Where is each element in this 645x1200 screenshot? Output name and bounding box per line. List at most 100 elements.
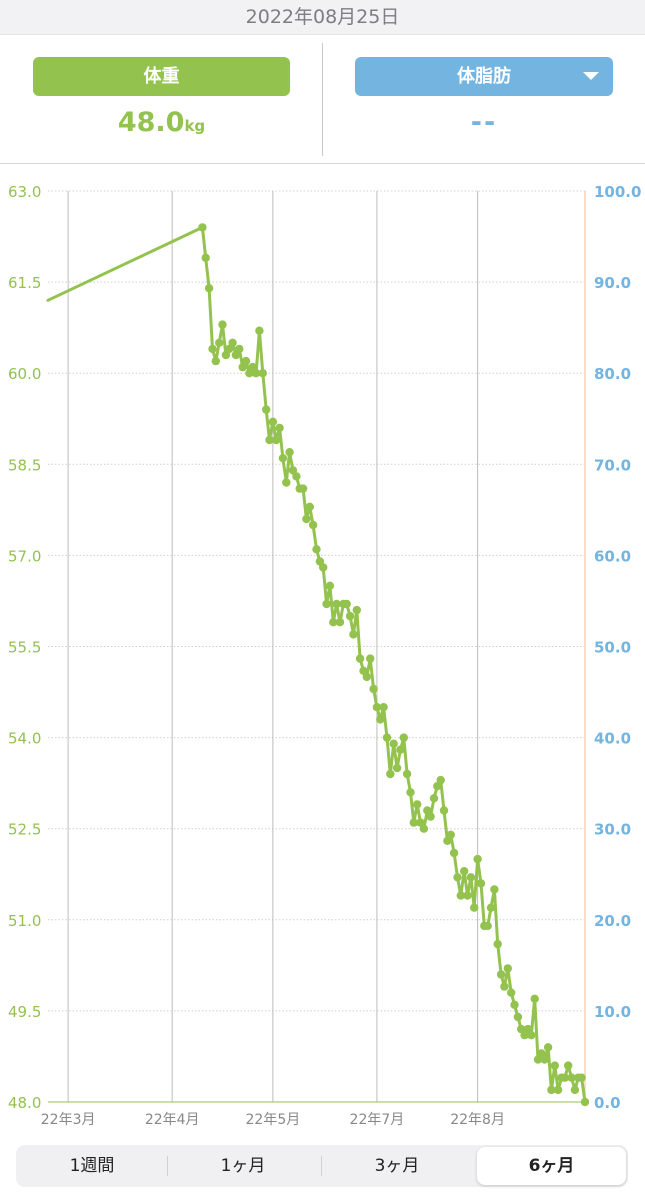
weight-button[interactable]: 体重 [33, 57, 290, 96]
weight-data-point [429, 794, 439, 803]
chart-points [198, 223, 590, 1107]
y-right-tick-label: 20.0 [594, 912, 631, 930]
y-right-tick-label: 70.0 [594, 456, 631, 474]
weight-data-point [449, 848, 459, 858]
weight-data-point [553, 1085, 563, 1095]
weight-data-point [426, 812, 435, 821]
weight-data-point [564, 1061, 573, 1070]
weight-data-point [272, 435, 281, 445]
weight-data-point [312, 545, 321, 554]
range-3-months[interactable]: 3ヶ月 [374, 1156, 420, 1176]
weight-data-point [218, 320, 227, 329]
chart-grid [48, 190, 585, 1102]
weight-data-point [503, 964, 512, 973]
weight-data-point [228, 338, 237, 347]
weight-data-point [285, 448, 294, 457]
range-6-months[interactable]: 6ヶ月 [477, 1147, 626, 1185]
range-1-month[interactable]: 1ヶ月 [220, 1156, 266, 1176]
weight-data-point [345, 611, 355, 621]
weight-data-point [402, 769, 412, 779]
weight-data-point [241, 356, 251, 366]
y-left-tick-label: 54.0 [8, 730, 41, 748]
weight-data-point [466, 873, 476, 882]
y-right-tick-label: 0.0 [594, 1094, 621, 1112]
weight-data-point [231, 350, 241, 360]
weight-data-point [262, 405, 271, 414]
chart-axes: 63.0 100.0 61.5 90.0 60.0 80.0 58.5 70.0 57.0 60.… [8, 183, 641, 1128]
weight-data-point [473, 854, 482, 864]
y-right-tick-label: 40.0 [594, 730, 631, 748]
weight-data-point [567, 1073, 576, 1082]
weight-data-point [463, 891, 472, 900]
weight-data-point [322, 599, 331, 609]
y-left-tick-label: 63.0 [8, 183, 41, 201]
weight-data-point [550, 1061, 559, 1070]
y-left-tick-label: 48.0 [8, 1094, 41, 1112]
weight-data-point [433, 782, 442, 791]
weight-data-point [335, 618, 345, 627]
range-1-week[interactable]: 1週間 [69, 1156, 115, 1176]
range-selector: 1週間 1ヶ月 3ヶ月 6ヶ月 [16, 1145, 628, 1187]
metrics-divider [322, 43, 323, 156]
weight-data-point [204, 284, 214, 293]
weight-data-point [419, 824, 429, 833]
weight-data-point [456, 891, 465, 900]
weight-data-point [379, 703, 388, 712]
y-left-tick-label: 55.5 [8, 639, 41, 657]
weight-data-point [490, 885, 499, 894]
weight-data-point [523, 1024, 533, 1034]
weight-data-point [325, 581, 335, 590]
weight-data-point [533, 1055, 543, 1064]
weight-data-point [302, 514, 311, 524]
y-left-tick-label: 58.5 [8, 456, 41, 474]
weight-data-point [446, 830, 455, 839]
weight-data-point [399, 733, 408, 742]
weight-data-point [560, 1073, 570, 1082]
weight-data-point [416, 818, 425, 827]
weight-data-point [543, 1043, 553, 1052]
y-right-tick-label: 60.0 [594, 547, 631, 565]
y-right-tick-label: 30.0 [594, 821, 631, 839]
weight-data-point [507, 988, 516, 997]
weight-data-point [453, 873, 462, 882]
x-tick-label: 22年4月 [145, 1112, 200, 1128]
weight-data-point [436, 775, 445, 785]
weight-data-point [389, 739, 398, 748]
x-tick-label: 22年5月 [246, 1112, 301, 1128]
weight-data-point [349, 630, 358, 639]
weight-data-point [396, 745, 405, 754]
weight-data-point [308, 520, 318, 530]
weight-data-point [540, 1055, 549, 1064]
weight-data-point [255, 326, 264, 335]
dropdown-caret-icon [583, 72, 599, 80]
weight-data-point [406, 788, 415, 797]
range-separator [321, 1156, 322, 1176]
body-fat-button[interactable]: 体脂肪 [355, 57, 613, 96]
weight-data-point [530, 994, 539, 1003]
weight-data-point [476, 879, 486, 888]
weight-data-point [352, 605, 361, 615]
weight-value-number: 48.0 [117, 107, 185, 138]
weight-data-point [372, 703, 382, 712]
weight-data-point [470, 903, 479, 912]
metrics-panel: 体重 48.0kg 体脂肪 -- [0, 35, 645, 164]
weight-data-point [460, 867, 469, 876]
weight-data-point [292, 472, 301, 481]
x-tick-label: 22年8月 [450, 1112, 505, 1128]
weight-data-point [329, 618, 338, 627]
weight-data-point [248, 362, 257, 372]
weight-data-point [319, 563, 328, 572]
weight-data-point [517, 1024, 526, 1034]
weight-data-point [439, 806, 449, 815]
weight-data-point [208, 344, 217, 354]
y-left-tick-label: 52.5 [8, 821, 41, 839]
weight-data-point [268, 417, 278, 426]
body-fat-value: -- [470, 107, 498, 138]
weight-value: 48.0kg [33, 107, 290, 138]
weight-data-point [362, 672, 371, 682]
weight-data-point [570, 1085, 580, 1095]
x-tick-label: 22年7月 [350, 1112, 405, 1128]
y-left-tick-label: 61.5 [8, 274, 41, 292]
weight-data-point [258, 369, 267, 378]
weight-data-point [282, 478, 291, 487]
